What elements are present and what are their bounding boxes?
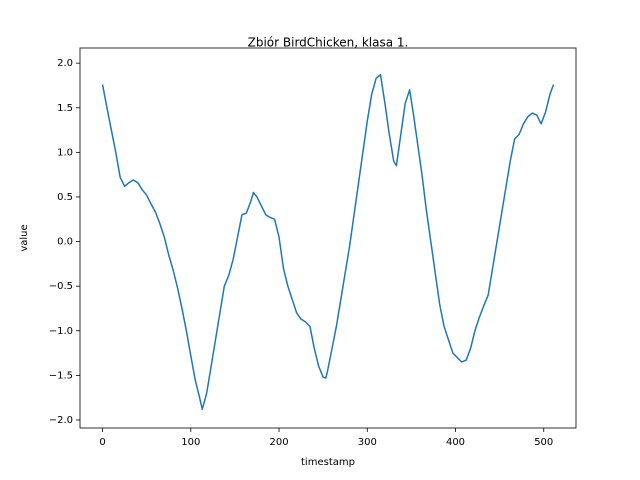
x-tick-label: 200 xyxy=(269,437,288,448)
y-tick-label: 0.0 xyxy=(57,237,73,248)
x-tick-label: 0 xyxy=(99,437,105,448)
y-tick-label: −1.0 xyxy=(49,326,73,337)
x-tick-label: 300 xyxy=(358,437,377,448)
y-tick-label: 2.0 xyxy=(57,58,73,69)
plot-frame xyxy=(79,47,577,429)
y-tick-label: 1.0 xyxy=(57,147,73,158)
y-tick-label: −0.5 xyxy=(49,281,73,292)
y-tick-label: −1.5 xyxy=(49,370,73,381)
x-tick-label: 500 xyxy=(534,437,553,448)
data-line xyxy=(101,74,555,411)
y-tick-label: 1.5 xyxy=(57,103,73,114)
chart-title: Zbiór BirdChicken, klasa 1. xyxy=(248,36,409,50)
x-tick-label: 400 xyxy=(446,437,465,448)
x-axis-label: timestamp xyxy=(301,457,355,468)
y-tick-label: 0.5 xyxy=(57,192,73,203)
y-tick-label: −2.0 xyxy=(49,415,73,426)
x-tick-label: 100 xyxy=(181,437,200,448)
y-axis-label: value xyxy=(19,224,30,251)
